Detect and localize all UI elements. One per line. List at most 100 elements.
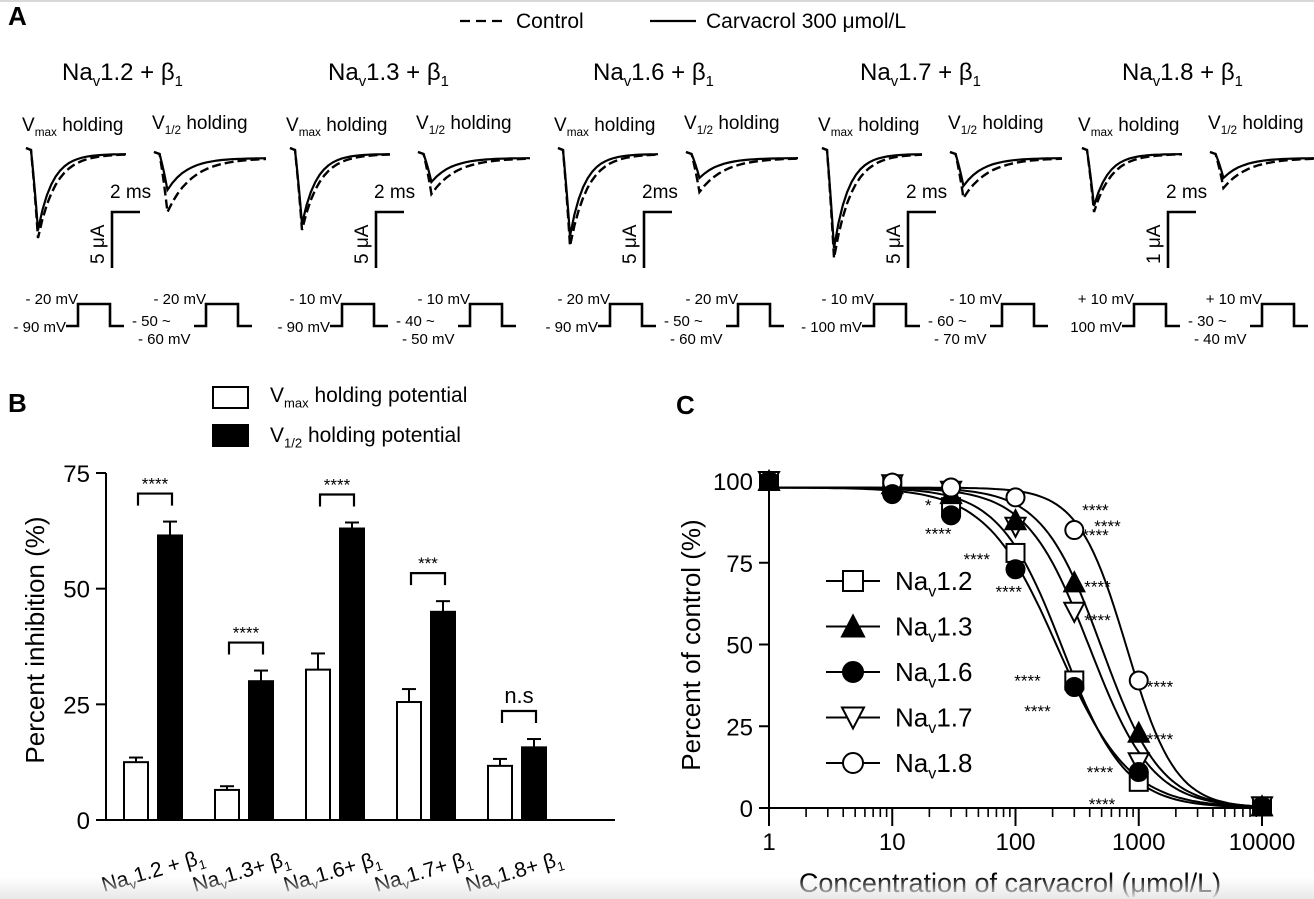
legend-item: Nav1.6 — [826, 657, 972, 692]
scale-bar — [906, 210, 936, 268]
bar-group: n.s Nav1.8+ β1 — [463, 683, 566, 897]
vmax-protocol-top: - 10 mV — [289, 291, 342, 308]
v12-protocol-bottom-2: - 50 mV — [402, 331, 455, 348]
legend-label-v12: V1/2 holding potential — [270, 424, 461, 450]
v12-protocol-bottom-2: - 60 mV — [670, 331, 723, 348]
legend-marker — [840, 706, 866, 731]
v12-control-trace — [153, 150, 267, 217]
legend-marker — [842, 661, 864, 683]
v12-protocol-bottom-1: - 50 ~ — [132, 313, 171, 330]
x-tick-label: 10 — [879, 829, 906, 856]
vmax-carvacrol-trace — [1081, 146, 1183, 207]
scale-bar — [1166, 210, 1196, 268]
bar-v12 — [339, 527, 365, 822]
time-scale-label: 2 ms — [1166, 182, 1207, 203]
x-tick-label: Nav1.3+ β1 — [190, 847, 293, 899]
vmax-voltage-protocol — [66, 302, 124, 328]
channel-title: Nav1.8 + β1 — [1122, 59, 1243, 90]
vmax-protocol-top: + 10 mV — [1078, 291, 1134, 308]
panel-b-bar-chart: Vmax holding potential V1/2 holding poten… — [20, 384, 615, 899]
v12-holding-label: V1/2 holding — [684, 113, 780, 137]
data-point-nav18 — [941, 477, 962, 498]
x-tick-label: Nav1.2 + β1 — [99, 846, 208, 899]
significance-bracket — [136, 492, 174, 506]
bar-v12 — [157, 534, 183, 822]
y-tick-label: 0 — [740, 796, 753, 823]
v12-protocol-top: + 10 mV — [1206, 291, 1262, 308]
panel-b-label: B — [8, 388, 27, 418]
channel-title: Nav1.7 + β1 — [860, 59, 981, 90]
data-point-nav16 — [1252, 796, 1272, 817]
current-scale-label: 5 μA — [884, 224, 905, 264]
significance-annotation: **** — [1024, 702, 1051, 721]
v12-holding-label: V1/2 holding — [416, 113, 512, 137]
bar-vmax — [487, 764, 513, 821]
significance-annotation: **** — [1089, 795, 1116, 814]
v12-voltage-protocol — [990, 302, 1048, 328]
vmax-protocol-top: - 20 mV — [557, 291, 610, 308]
y-tick-label: 75 — [63, 461, 90, 488]
legend-item: Nav1.7 — [826, 703, 972, 738]
bar-group: *** Nav1.7+ β1 — [372, 554, 475, 897]
significance-annotation: **** — [1147, 730, 1174, 749]
vmax-carvacrol-trace — [557, 146, 659, 237]
significance-annotation: **** — [1084, 577, 1111, 596]
vmax-holding-label: Vmax holding — [818, 115, 919, 139]
channel-group-1: Nav1.2 + β1 Vmax holding V1/2 holding 2 ms5… — [13, 59, 267, 348]
v12-holding-label: V1/2 holding — [1208, 113, 1304, 137]
significance-bracket — [227, 641, 265, 655]
v12-protocol-bottom-1: - 30 ~ — [1188, 313, 1227, 330]
data-point-nav13 — [1062, 570, 1086, 593]
significance-annotation: **** — [1082, 526, 1109, 545]
data-point-nav16 — [1005, 559, 1026, 580]
significance-annotation: **** — [925, 524, 952, 543]
data-point-nav18 — [1064, 520, 1085, 541]
significance-annotation: **** — [1014, 671, 1041, 690]
data-point-nav17 — [1062, 601, 1086, 624]
legend-swatch-vmax — [212, 386, 249, 409]
bar-v12 — [521, 746, 547, 821]
y-tick-label: 75 — [726, 551, 753, 578]
panel-c-dose-response-chart: 0 25 50 75 100 1 10 100 1000 10000 Concentration o… — [676, 468, 1296, 898]
time-scale-label: 2 ms — [110, 182, 151, 203]
panel-a-label: A — [8, 1, 27, 31]
channel-group-2: Nav1.3 + β1 Vmax holding V1/2 holding 2 ms5… — [277, 59, 531, 348]
legend-label: Nav1.6 — [895, 657, 972, 692]
v12-protocol-bottom-2: - 70 mV — [934, 331, 987, 348]
significance-annotation: **** — [1082, 501, 1109, 520]
scale-bar — [374, 210, 404, 268]
significance-annotation: **** — [1147, 677, 1174, 696]
data-point-nav18 — [1005, 487, 1026, 508]
vmax-control-trace — [25, 146, 127, 239]
v12-protocol-top: - 10 mV — [417, 291, 470, 308]
legend-label: Nav1.3 — [895, 612, 972, 647]
v12-holding-label: V1/2 holding — [948, 113, 1044, 137]
vmax-holding-label: Vmax holding — [22, 115, 123, 139]
significance-bracket — [318, 493, 356, 507]
significance-label: *** — [418, 554, 438, 573]
x-tick-label: 1000 — [1112, 829, 1165, 856]
v12-carvacrol-trace — [417, 150, 530, 185]
significance-bracket — [409, 572, 447, 586]
v12-carvacrol-trace — [153, 150, 267, 193]
legend-item: Nav1.2 — [826, 566, 972, 601]
bar-group: **** Nav1.6+ β1 — [281, 476, 384, 897]
legend-label: Nav1.7 — [895, 703, 972, 738]
bar-group: **** Nav1.2 + β1 — [99, 475, 208, 899]
current-scale-label: 5 μA — [88, 224, 109, 264]
legend-label-vmax: Vmax holding potential — [270, 384, 467, 410]
data-point-nav16 — [882, 484, 903, 505]
current-scale-label: 5 μA — [352, 224, 373, 264]
bar-v12 — [248, 680, 274, 822]
legend-swatch-v12 — [212, 424, 249, 447]
vmax-carvacrol-trace — [289, 146, 390, 225]
v12-control-trace — [417, 150, 531, 197]
vmax-protocol-top: - 20 mV — [25, 291, 78, 308]
channel-title: Nav1.2 + β1 — [62, 59, 183, 90]
time-scale-label: 2 ms — [906, 182, 947, 203]
vmax-holding-label: Vmax holding — [286, 115, 387, 139]
y-tick-label: 25 — [726, 714, 753, 741]
x-tick-label: 10000 — [1229, 829, 1296, 856]
significance-label: **** — [233, 624, 260, 643]
